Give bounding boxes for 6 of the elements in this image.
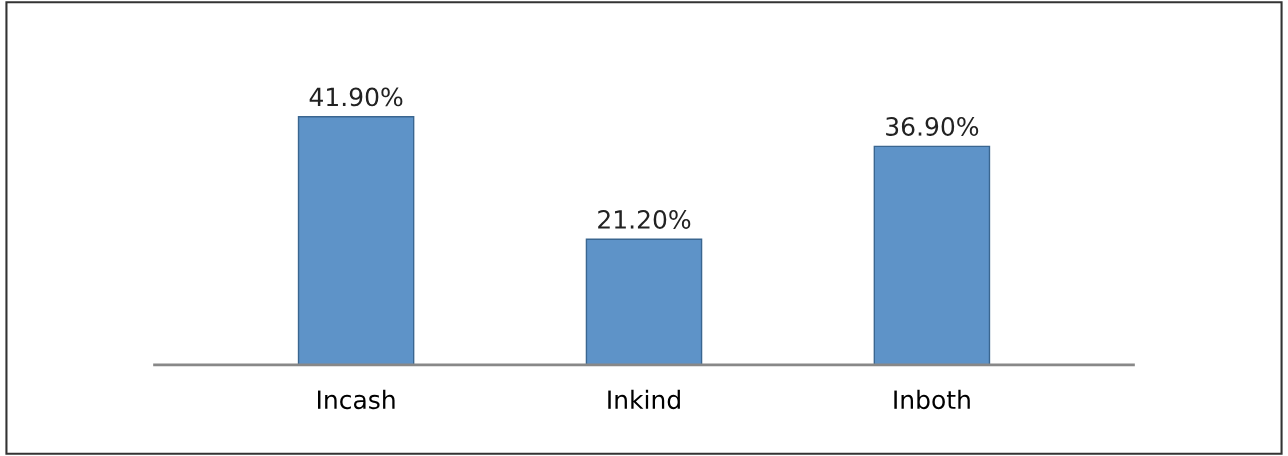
data-label: 21.20% [598, 209, 691, 229]
data-label: 36.90% [886, 117, 979, 136]
data-label: 41.90% [309, 87, 403, 107]
x-tick-label: Incash [317, 389, 395, 410]
x-tick-label: Inboth [894, 389, 970, 410]
x-tick-label: Inkind [608, 389, 680, 410]
